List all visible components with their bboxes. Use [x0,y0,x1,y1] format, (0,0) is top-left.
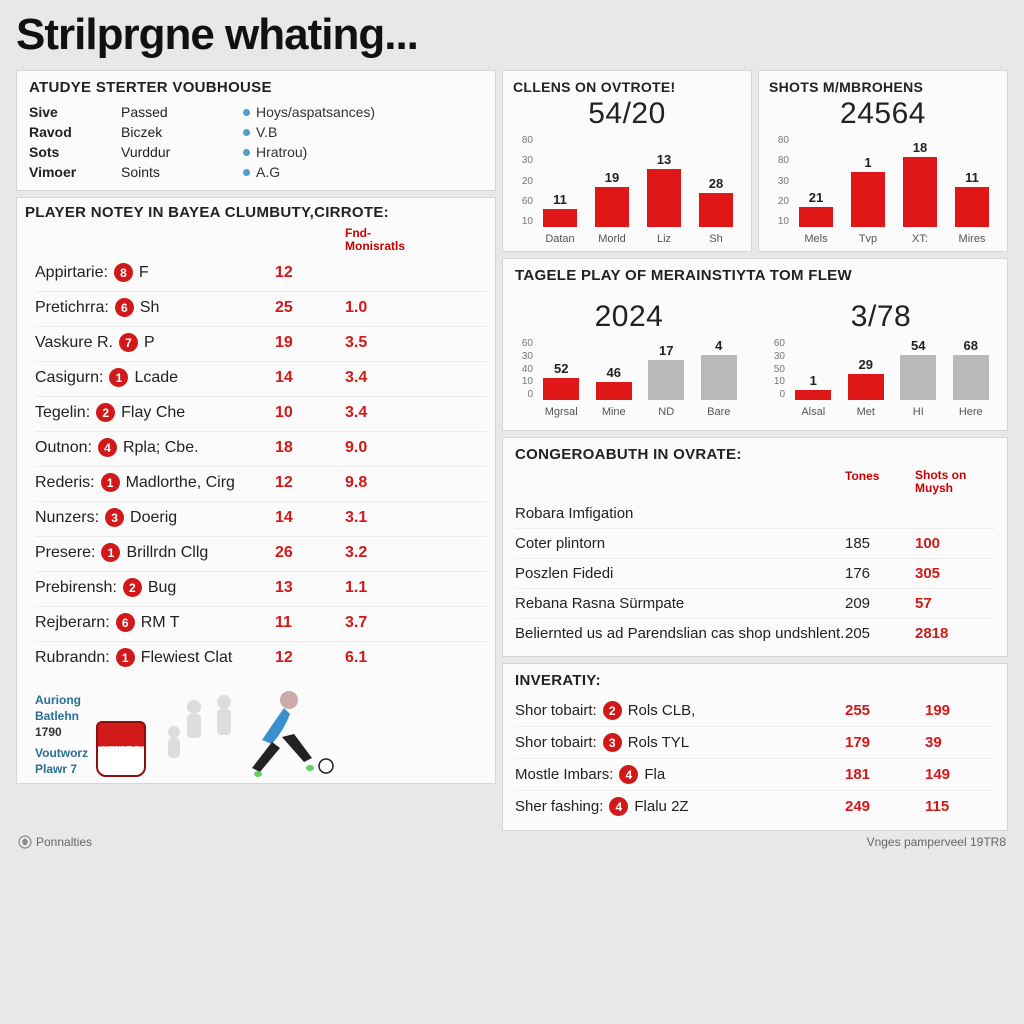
bar: 68 [949,338,994,400]
starter-title: ATUDYE STERTER VOUBHOUSE [29,79,483,96]
player-row: Appirtarie: 8 F12 [35,257,487,292]
bar: 54 [896,338,941,400]
stats-title: CONGEROABUTH IN OVRATE: [515,446,995,463]
charts-row2-panel: TAGELE PLAY OF MERAINSTIYTA TOM FLEW 202… [502,258,1008,431]
player-row: Nunzers: 3 Doerig143.1 [35,502,487,537]
jersey-badge: 1 [101,473,120,492]
jersey-badge: 4 [619,765,638,784]
starter-row: SivePassedHoys/aspatsances) [29,102,483,122]
bar: 11 [951,135,993,227]
bar: 28 [695,135,737,227]
jersey-badge: 7 [119,333,138,352]
stats-row: Coter plintorn185100 [515,529,995,559]
player-row: Outnon: 4 Rpla; Cbe.189.0 [35,432,487,467]
stats-columns: Tones Shots on Muysh [515,469,995,499]
player-row: Vaskure R. 7 P193.5 [35,327,487,362]
football-icon [18,835,32,849]
chart-cell: SHOTS M/MBROHENS2456410203080802111811Me… [758,70,1008,252]
jersey-badge: 1 [116,648,135,667]
jersey-badge: 6 [115,298,134,317]
player-row: Rubrandn: 1 Flewiest Clat126.1 [35,642,487,676]
bar: 52 [539,338,584,400]
jersey-badge: 2 [96,403,115,422]
bar: 13 [643,135,685,227]
chart-cell: CLLENS ON OVTROTE!54/2010602030801119132… [502,70,752,252]
starter-panel: ATUDYE STERTER VOUBHOUSE SivePassedHoys/… [16,70,496,191]
inveraty-row: Mostle Imbars: 4 Fla181149 [515,759,995,791]
jersey-badge: 1 [101,543,120,562]
club-crest-icon: LAWAIDO [96,721,146,777]
inveraty-row: Shor tobairt: 2 Rols CLB,255199 [515,695,995,727]
jersey-badge: 1 [109,368,128,387]
starter-row: SotsVurddurHratrou) [29,142,483,162]
stats-panel: CONGEROABUTH IN OVRATE: Tones Shots on M… [502,437,1008,657]
bar: 11 [539,135,581,227]
chart-title: SHOTS M/MBROHENS [769,79,997,95]
jersey-badge: 6 [116,613,135,632]
bar: 4 [697,338,742,400]
stats-row: Robara Imfigation [515,499,995,529]
player-row: Rejberarn: 6 RM T113.7 [35,607,487,642]
jersey-badge: 3 [603,733,622,752]
chart-cell: 20240104030605246174MgrsalMineNDBare [503,290,755,424]
page-title: Strilprgne whating... [16,10,1008,60]
player-row: Prebirensh: 2 Bug131.1 [35,572,487,607]
chart-headline: 24564 [769,97,997,131]
player-row: Tegelin: 2 Flay Che103.4 [35,397,487,432]
bar: 21 [795,135,837,227]
bar: 46 [592,338,637,400]
bar: 29 [844,338,889,400]
inveraty-row: Shor tobairt: 3 Rols TYL17939 [515,727,995,759]
bar: 19 [591,135,633,227]
players-title: PLAYER NOTEY IN BAYEA CLUMBUTY,CIRROTE: [25,204,487,221]
chart-cell: 3/780105030601295468AlsalMetHIHere [755,290,1007,424]
inveraty-row: Sher fashing: 4 Flalu 2Z249115 [515,791,995,822]
branding-block: Auriong Batlehn 1790 Voutworz Plawr 7 LA… [35,682,487,777]
chart-title: CLLENS ON OVTROTE! [513,79,741,95]
inveraty-title: INVERATIY: [515,672,995,689]
inveraty-panel: INVERATIY: Shor tobairt: 2 Rols CLB,2551… [502,663,1008,831]
players-column-header: xFnd- Monisratls [35,227,487,257]
chart-headline: 54/20 [513,97,741,131]
jersey-badge: 2 [123,578,142,597]
jersey-badge: 4 [609,797,628,816]
jersey-badge: 2 [603,701,622,720]
bar: 1 [847,135,889,227]
jersey-badge: 4 [98,438,117,457]
player-row: Rederis: 1 Madlorthe, Cirg129.8 [35,467,487,502]
chart-headline: 2024 [513,300,745,334]
bar: 1 [791,338,836,400]
jersey-badge: 3 [105,508,124,527]
stats-row: Poszlen Fidedi176305 [515,559,995,589]
chart-headline: 3/78 [765,300,997,334]
player-illustration [154,682,344,777]
starter-row: VimoerSointsA.G [29,162,483,182]
page-footer: Ponnalties Vnges pamperveel 19TR8 [16,831,1008,849]
stats-row: Beliernted us ad Parendslian cas shop un… [515,619,995,648]
starter-row: RavodBiczekV.B [29,122,483,142]
charts-row2-title: TAGELE PLAY OF MERAINSTIYTA TOM FLEW [503,267,1007,284]
stats-row: Rebana Rasna Sürmpate20957 [515,589,995,619]
players-panel: PLAYER NOTEY IN BAYEA CLUMBUTY,CIRROTE: … [16,197,496,784]
bar: 18 [899,135,941,227]
player-row: Presere: 1 Brillrdn Cllg263.2 [35,537,487,572]
player-row: Casigurn: 1 Lcade143.4 [35,362,487,397]
player-row: Pretichrra: 6 Sh251.0 [35,292,487,327]
bar: 17 [644,338,689,400]
jersey-badge: 8 [114,263,133,282]
